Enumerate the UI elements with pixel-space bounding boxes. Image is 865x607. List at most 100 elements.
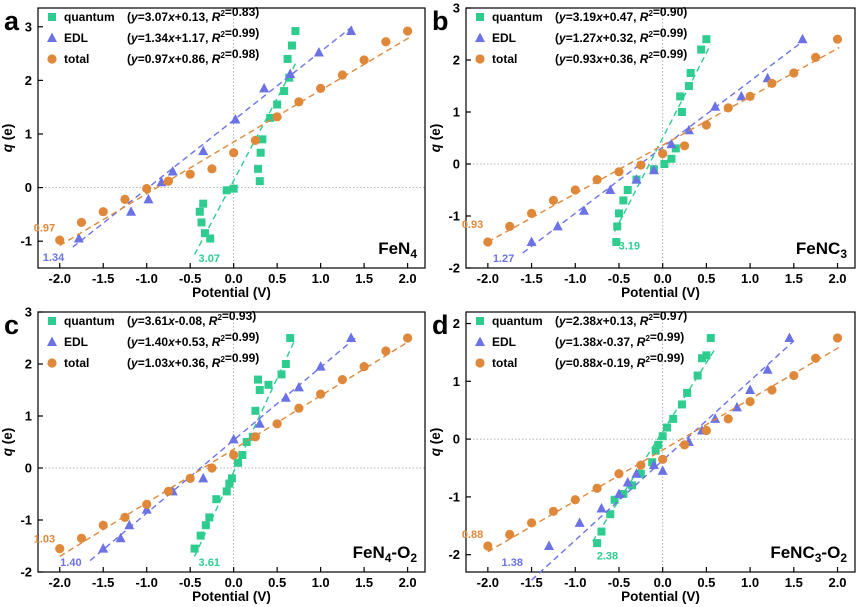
edl-slope-label: 1.40: [60, 557, 81, 569]
quantum-fit-line: [193, 61, 297, 255]
quantum-point: [669, 414, 678, 423]
quantum-point: [280, 87, 289, 96]
total-point: [592, 175, 602, 185]
x-tick-label: 1.0: [741, 271, 759, 286]
total-point: [272, 419, 282, 429]
x-tick-label: -0.5: [179, 271, 201, 286]
total-point: [185, 169, 195, 179]
edl-point: [98, 543, 109, 553]
y-tick-label: 1: [453, 105, 460, 120]
panel-d: -2.0 -1.5 -1.0 -0.5 0.0 0.5 1.0 1.5 2.0 -2 -1 0 1 2 Po…: [428, 309, 856, 604]
total-point: [526, 208, 537, 218]
quantum-slope-label: 3.61: [199, 557, 220, 569]
edl-point: [574, 517, 585, 527]
quantum-point: [197, 218, 206, 227]
legend-item-quantum: quantum (y=3.19x+0.47, R2=0.90): [476, 5, 687, 24]
y-tick-label: 2: [25, 73, 32, 88]
total-point: [337, 70, 347, 80]
total-point: [120, 512, 130, 523]
plot-frame: [465, 311, 856, 573]
x-axis-title: Potential (V): [192, 285, 271, 300]
legend-edl-marker: [47, 336, 57, 346]
legend-edl-name: EDL: [492, 335, 516, 349]
x-tick-label: 2.0: [828, 271, 846, 286]
edl-slope-label: 1.27: [493, 253, 514, 265]
y-axis-title: q (e): [428, 428, 443, 457]
legend-item-total: total (y=0.93x+0.36, R2=0.99): [475, 47, 687, 66]
total-point: [832, 333, 843, 343]
quantum-point: [256, 148, 265, 157]
quantum-point: [671, 144, 680, 153]
edl-point: [198, 145, 209, 156]
x-tick-label: -1.0: [564, 575, 586, 590]
x-tick-label: -0.5: [179, 575, 201, 590]
total-point: [55, 544, 65, 554]
total-point: [76, 533, 87, 543]
total-point: [570, 495, 580, 505]
quantum-fit-line: [592, 348, 716, 542]
total-point: [337, 375, 347, 385]
edl-point: [552, 220, 563, 231]
quantum-point: [702, 35, 711, 44]
total-point: [294, 403, 304, 413]
edl-point: [605, 184, 616, 194]
panel-letter: b: [432, 6, 449, 36]
legend-edl-equation: (y=1.40x+0.53, R2=0.99): [127, 330, 259, 349]
legend-total-equation: (y=0.93x+0.36, R2=0.99): [555, 47, 687, 66]
edl-slope-label: 1.34: [43, 252, 65, 264]
total-point: [185, 473, 195, 483]
edl-point: [683, 124, 694, 135]
edl-point: [124, 519, 135, 530]
legend-edl-name: EDL: [64, 31, 88, 45]
quantum-point: [658, 432, 667, 441]
edl-point: [259, 82, 270, 93]
y-tick-label: -2: [448, 547, 460, 562]
quantum-point: [702, 351, 711, 360]
edl-point: [631, 468, 642, 478]
quantum-point: [281, 360, 290, 368]
plot-frame: [37, 7, 426, 269]
y-tick-label: 3: [25, 305, 32, 320]
total-point: [745, 396, 755, 407]
total-fit-line: [59, 36, 410, 247]
x-tick-label: 1.0: [741, 575, 759, 590]
quantum-point: [266, 113, 275, 122]
total-point: [55, 235, 65, 245]
legend-quantum-marker: [476, 13, 484, 21]
quantum-point: [205, 513, 214, 522]
total-point: [76, 217, 87, 228]
total-point: [483, 541, 493, 551]
y-tick-label: -1: [448, 489, 460, 504]
panel-name: FeN4-O2: [353, 543, 418, 565]
quantum-point: [613, 222, 622, 231]
y-tick-label: 0: [25, 461, 32, 476]
total-point: [229, 450, 239, 460]
legend-total-marker: [47, 358, 57, 368]
edl-point: [230, 114, 241, 124]
legend-item-edl: EDL (y=1.38x-0.37, R2=0.99): [475, 330, 684, 349]
legend-edl-marker: [47, 32, 57, 42]
edl-point: [666, 138, 677, 149]
quantum-slope-label: 3.19: [619, 241, 640, 253]
x-tick-label: 2.0: [828, 575, 846, 590]
edl-slope-label: 1.38: [502, 557, 523, 569]
y-tick-label: 3: [25, 19, 32, 34]
total-point: [832, 34, 843, 44]
x-tick-label: -1.0: [564, 271, 586, 286]
edl-point: [346, 332, 357, 342]
total-point: [403, 26, 413, 36]
legend-edl-name: EDL: [492, 31, 516, 45]
y-tick-label: 0: [25, 180, 32, 195]
total-point: [701, 425, 711, 436]
total-point: [98, 207, 108, 217]
legend-quantum-equation: (y=3.61x-0.08, R2=0.93): [127, 309, 256, 328]
panel-name: FeNC3: [796, 239, 847, 261]
total-point: [767, 385, 777, 395]
edl-point: [254, 418, 265, 428]
edl-point: [346, 25, 357, 36]
panel-name: FeNC3-O2: [770, 543, 847, 565]
total-point: [658, 454, 668, 464]
legend-total-marker: [475, 54, 485, 64]
x-tick-label: 0.0: [225, 271, 243, 286]
x-tick-label: -1.5: [520, 271, 542, 286]
